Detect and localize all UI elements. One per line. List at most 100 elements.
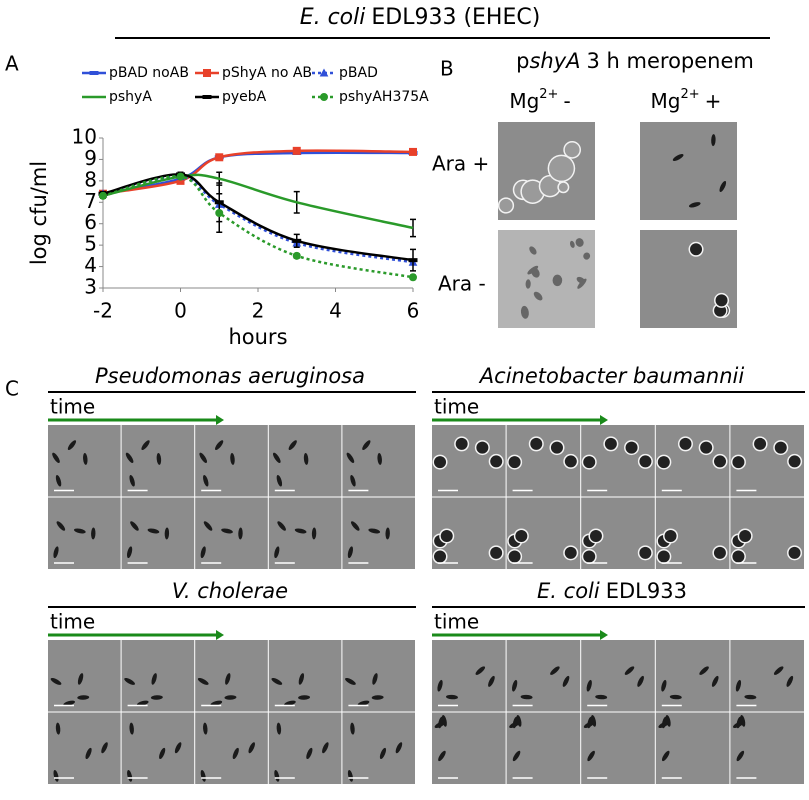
cell	[624, 666, 635, 675]
cell	[77, 673, 84, 685]
y-tick-label: 9	[84, 146, 97, 170]
cell	[362, 440, 371, 451]
cell	[368, 528, 381, 534]
cell	[55, 474, 62, 487]
cell	[224, 695, 237, 700]
cell	[83, 452, 88, 465]
cell	[311, 527, 317, 540]
x-tick-label: 2	[252, 299, 265, 323]
cell	[434, 456, 447, 469]
cell	[657, 550, 670, 563]
cell	[774, 441, 787, 454]
cell	[56, 521, 66, 531]
row-label: Ara +	[432, 152, 489, 176]
x-axis-label: hours	[228, 325, 287, 349]
cell	[445, 694, 458, 700]
cell	[530, 437, 543, 450]
y-tick-label: 7	[84, 189, 97, 213]
time-arrowhead	[216, 415, 224, 425]
cell	[661, 750, 670, 762]
cell	[174, 742, 182, 754]
micrograph	[48, 497, 121, 569]
cell	[164, 527, 170, 540]
cell	[490, 546, 503, 559]
cell	[639, 546, 652, 559]
marker	[176, 172, 185, 181]
series-line	[102, 175, 414, 264]
column-header: Mg2+ -	[509, 87, 570, 113]
cell	[661, 716, 668, 729]
marker	[409, 147, 417, 156]
cell	[85, 747, 92, 760]
cell	[159, 747, 166, 760]
cell	[732, 456, 745, 469]
panel-c-title: Acinetobacter baumannii	[478, 364, 745, 388]
cell	[276, 474, 283, 487]
cell	[221, 528, 233, 534]
cell	[657, 456, 670, 469]
cell	[294, 528, 307, 534]
cell	[298, 695, 311, 700]
cell	[350, 521, 360, 531]
cell	[476, 441, 489, 454]
cell	[271, 677, 283, 685]
cell	[129, 474, 135, 487]
cell	[277, 521, 286, 531]
cell	[438, 716, 444, 729]
strain: EDL933	[606, 579, 687, 603]
panel-c-title: Pseudomonas aeruginosa	[95, 364, 365, 388]
cell	[637, 675, 644, 687]
cell	[434, 550, 447, 563]
cell	[540, 176, 560, 196]
y-axis-label: log cfu/ml	[27, 161, 51, 265]
cell	[788, 455, 801, 468]
cell	[564, 142, 580, 158]
legend-label: pyebA	[222, 89, 267, 105]
micrograph	[121, 712, 195, 784]
time-arrowhead	[216, 630, 224, 640]
micrograph	[268, 640, 342, 712]
micrograph	[195, 712, 268, 784]
cell	[197, 677, 209, 685]
cell	[101, 742, 108, 754]
cell	[303, 452, 309, 465]
cell	[347, 546, 353, 559]
cell	[53, 546, 59, 559]
cell	[438, 750, 446, 762]
cell	[346, 452, 355, 463]
cell	[661, 679, 667, 692]
micrograph	[48, 640, 121, 712]
marker	[215, 209, 224, 217]
marker	[292, 146, 301, 155]
cell	[639, 455, 652, 468]
cell	[156, 452, 162, 465]
charge: 2+	[681, 87, 700, 102]
cell	[669, 694, 682, 700]
cell	[583, 550, 596, 563]
cell	[754, 437, 767, 450]
cell	[595, 694, 608, 700]
cell	[63, 700, 75, 706]
legend-marker	[203, 69, 211, 77]
cell	[786, 675, 794, 687]
cell	[357, 700, 370, 706]
legend-label: pBAD	[339, 65, 378, 81]
cell	[52, 452, 60, 463]
panel-label: C	[5, 377, 19, 401]
time-label: time	[434, 610, 479, 634]
micrograph	[195, 497, 268, 569]
charge: 2+	[539, 87, 558, 102]
x-tick-label: 0	[174, 299, 187, 323]
cell	[67, 440, 77, 451]
y-tick-label: 8	[84, 167, 97, 191]
cell	[488, 675, 495, 687]
legend-marker	[319, 68, 329, 77]
cell	[274, 546, 280, 559]
cell	[576, 276, 586, 284]
y-tick-label: 6	[84, 210, 97, 234]
row-label: Ara -	[438, 272, 486, 296]
cell	[664, 529, 677, 542]
cell	[151, 673, 157, 685]
cell	[552, 274, 563, 287]
